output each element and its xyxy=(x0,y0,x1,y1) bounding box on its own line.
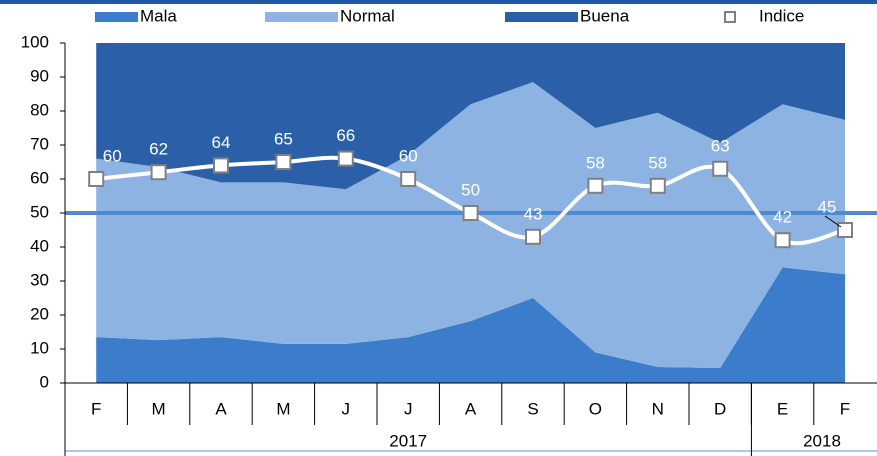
x-tick-label: D xyxy=(714,399,726,418)
marker xyxy=(275,154,292,170)
x-tick-label: A xyxy=(465,399,477,418)
marker xyxy=(587,177,604,194)
value-label: 43 xyxy=(524,204,543,223)
x-tick-label: M xyxy=(276,399,290,418)
y-tick-label: 20 xyxy=(30,304,49,323)
value-label: 58 xyxy=(586,153,605,172)
y-tick-label: 100 xyxy=(21,32,49,51)
y-tick-label: 30 xyxy=(30,270,49,289)
x-tick-label: J xyxy=(404,399,413,418)
value-label: 64 xyxy=(212,133,231,152)
y-tick-label: 50 xyxy=(30,202,49,221)
value-label: 66 xyxy=(336,126,355,145)
value-label: 62 xyxy=(149,140,168,159)
value-label: 60 xyxy=(399,146,418,165)
legend-marker xyxy=(724,11,736,23)
value-label: 45 xyxy=(818,197,837,216)
legend-swatch xyxy=(265,12,338,22)
y-tick-label: 90 xyxy=(30,66,49,85)
value-label: 63 xyxy=(711,136,730,155)
group-label: 2017 xyxy=(389,431,427,450)
value-label: 50 xyxy=(461,180,480,199)
area xyxy=(96,267,845,383)
y-tick-label: 40 xyxy=(30,236,49,255)
marker xyxy=(525,228,541,245)
x-tick-label: S xyxy=(527,399,538,418)
marker xyxy=(150,164,167,181)
x-tick-label: A xyxy=(215,399,227,418)
marker xyxy=(774,232,791,249)
legend-label: Indice xyxy=(759,6,804,25)
y-tick-label: 80 xyxy=(30,100,49,119)
marker xyxy=(837,222,853,238)
value-label: 60 xyxy=(103,146,122,165)
legend-label: Buena xyxy=(580,6,630,25)
y-tick-label: 60 xyxy=(30,168,49,187)
area xyxy=(96,43,845,190)
x-tick-label: F xyxy=(840,399,850,418)
x-tick-label: E xyxy=(777,399,788,418)
top-border xyxy=(0,0,877,4)
marker xyxy=(400,171,417,187)
marker xyxy=(213,157,229,174)
marker xyxy=(649,177,666,194)
value-label: 65 xyxy=(274,129,293,148)
y-tick-label: 70 xyxy=(30,134,49,153)
leader-line xyxy=(824,215,842,228)
x-tick-label: J xyxy=(342,399,351,418)
marker xyxy=(88,171,105,187)
x-tick-label: F xyxy=(91,399,101,418)
value-label: 42 xyxy=(773,208,792,227)
marker xyxy=(712,160,729,177)
marker xyxy=(462,205,479,221)
legend-label: Mala xyxy=(140,6,177,25)
group-label: 2018 xyxy=(803,431,841,450)
value-label: 58 xyxy=(648,153,667,172)
y-tick-label: 0 xyxy=(40,372,49,391)
marker xyxy=(337,150,354,167)
x-tick-label: M xyxy=(152,399,166,418)
legend-label: Normal xyxy=(340,6,395,25)
y-tick-label: 10 xyxy=(30,338,49,357)
legend-swatch xyxy=(505,12,578,22)
x-tick-label: O xyxy=(589,399,602,418)
x-tick-label: N xyxy=(652,399,664,418)
area xyxy=(96,82,845,369)
legend-swatch xyxy=(95,12,138,22)
